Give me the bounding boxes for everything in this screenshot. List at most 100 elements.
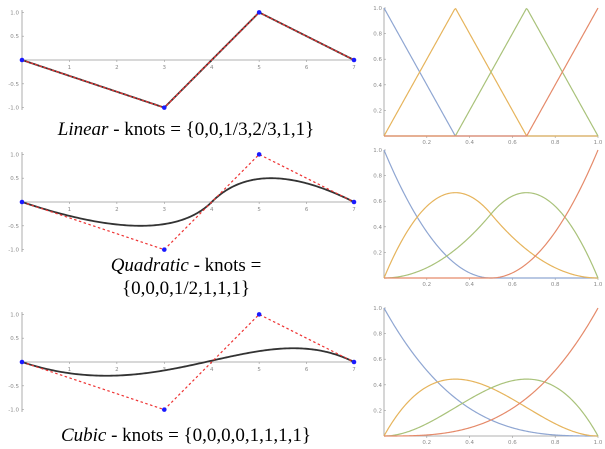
x-tick-label: 1.0 [594, 140, 603, 146]
cubic-basis-panel: 0.2 0.4 0.6 0.8 1.0 1.0 0.8 0.6 0.4 0.2 [372, 304, 603, 446]
control-point [256, 152, 262, 157]
y-tick-label: -1.0 [8, 408, 19, 414]
linear-caption: Linear - knots = {0,0,1/3,2/3,1,1} [0, 118, 372, 141]
y-tick-label: 0.6 [373, 57, 382, 63]
control-polygon [21, 313, 355, 411]
basis-function-3 [384, 149, 599, 279]
y-tick-label: 1.0 [10, 10, 19, 16]
control-point [351, 199, 357, 205]
x-tick-label: 0.2 [422, 282, 431, 288]
quadratic-caption-knots-line2: {0,0,0,1/2,1,1,1} [121, 278, 251, 299]
basis-function-2 [384, 7, 599, 137]
x-tick-label: 0.4 [465, 440, 474, 446]
x-tick-label: 5 [257, 65, 261, 71]
x-tick-label: 0.6 [508, 282, 517, 288]
quadratic-caption-knots: - knots = [188, 255, 262, 276]
x-tick-label: 1.0 [594, 282, 603, 288]
x-tick-label: 7 [352, 367, 356, 373]
x-tick-label: 4 [210, 65, 214, 71]
x-tick-label: 5 [257, 207, 261, 213]
basis-function-3 [384, 7, 599, 137]
control-polygon [21, 153, 355, 251]
cubic-caption: Cubic - knots = {0,0,0,0,1,1,1,1} [0, 424, 372, 447]
basis-function-2 [383, 378, 599, 437]
quadratic-curve-plot: 1 2 3 4 5 6 7 1.0 0.5 -0.5 -1.0 [8, 152, 357, 254]
control-point [161, 105, 167, 110]
control-point [351, 359, 357, 365]
cubic-curve-plot: 1 2 3 4 5 6 71.00.5-0.5-1.0 [8, 312, 357, 414]
linear-caption-knots: - knots = {0,0,1/3,2/3,1,1} [108, 119, 315, 140]
control-point [19, 199, 25, 205]
linear-caption-degree: Linear [57, 119, 109, 140]
basis-function-2 [383, 192, 599, 279]
linear-curve-panel: 1 2 3 4 5 6 7 1.0 0.5 -0.5 -1.0 [8, 4, 360, 116]
y-tick-label: -0.5 [8, 224, 19, 230]
y-tick-label: 1.0 [373, 148, 382, 154]
bspline-curve [21, 347, 355, 377]
y-tick-label: 0.4 [373, 83, 382, 89]
x-tick-label: 0.6 [508, 440, 517, 446]
x-tick-label: 2 [115, 207, 119, 213]
quadratic-basis-plot: 0.2 0.4 0.6 0.8 1.0 1.0 0.8 0.6 0.4 0.2 [373, 148, 603, 288]
quadratic-curve-panel: 1 2 3 4 5 6 7 1.0 0.5 -0.5 -1.0 [8, 146, 360, 258]
y-tick-label: 1.0 [373, 306, 382, 312]
y-tick-label: 0.6 [373, 357, 382, 363]
basis-function-3 [384, 307, 599, 437]
cubic-curve-panel: 1 2 3 4 5 6 7 1.0 0.5 -0.5 -1.0 [8, 306, 360, 418]
x-tick-label: 0.4 [465, 140, 474, 146]
y-tick-label: 0.2 [373, 108, 382, 114]
control-point [161, 247, 167, 252]
y-tick-label: 0.6 [373, 199, 382, 205]
basis-function-0 [383, 307, 598, 437]
cubic-caption-knots: - knots = {0,0,0,0,1,1,1,1} [106, 425, 312, 446]
x-tick-label: 3 [163, 65, 167, 71]
x-tick-label: 1 [68, 65, 72, 71]
y-tick-label: 1.0 [373, 6, 382, 12]
y-tick-label: -0.5 [8, 82, 19, 88]
x-tick-label: 6 [305, 207, 309, 213]
x-tick-label: 7 [352, 65, 356, 71]
cubic-basis-plot: 0.2 0.4 0.6 0.8 1.0 1.0 0.8 0.6 0.4 0.2 [373, 306, 603, 446]
x-tick-label: 1 [68, 367, 72, 373]
y-tick-label: 0.4 [373, 383, 382, 389]
x-tick-label: 2 [115, 65, 119, 71]
y-tick-label: 0.2 [373, 250, 382, 256]
basis-function-1 [383, 192, 599, 279]
x-tick-label: 0.2 [422, 440, 431, 446]
x-tick-label: 0.8 [551, 140, 560, 146]
y-tick-label: 0.5 [10, 336, 19, 342]
y-tick-label: 0.5 [10, 34, 19, 40]
control-polygon [21, 11, 355, 109]
x-tick-label: 0.8 [551, 282, 560, 288]
y-tick-label: 1.0 [10, 152, 19, 158]
cubic-caption-degree: Cubic [60, 425, 107, 446]
x-tick-label: 5 [257, 367, 261, 373]
y-tick-label: -1.0 [8, 248, 19, 254]
linear-basis-panel: 0.2 0.4 0.6 0.8 1.0 1.0 0.8 0.6 0.4 0.2 [372, 4, 603, 146]
control-point [19, 57, 25, 63]
x-tick-label: 4 [210, 207, 214, 213]
x-tick-label: 0.2 [422, 140, 431, 146]
x-tick-label: 6 [305, 65, 309, 71]
quadratic-caption-degree: Quadratic [110, 255, 189, 276]
linear-basis-plot: 0.2 0.4 0.6 0.8 1.0 1.0 0.8 0.6 0.4 0.2 [373, 6, 603, 146]
quadratic-basis-panel: 0.2 0.4 0.6 0.8 1.0 1.0 0.8 0.6 0.4 0.2 [372, 146, 603, 288]
x-tick-label: 3 [163, 207, 167, 213]
control-point [161, 407, 167, 412]
x-tick-label: 6 [305, 367, 309, 373]
y-tick-label: -0.5 [8, 384, 19, 390]
x-tick-label: 0.8 [551, 440, 560, 446]
x-tick-label: 1 [68, 207, 72, 213]
x-tick-label: 0.4 [465, 282, 474, 288]
y-tick-label: 1.0 [10, 312, 19, 318]
x-tick-label: 2 [115, 367, 119, 373]
x-tick-label: 7 [352, 207, 356, 213]
y-tick-label: -1.0 [8, 106, 19, 112]
control-point [19, 359, 25, 365]
y-tick-label: 0.5 [10, 176, 19, 182]
y-tick-label: 0.2 [373, 408, 382, 414]
linear-curve-plot: 1 2 3 4 5 6 7 1.0 0.5 -0.5 -1.0 [8, 10, 357, 112]
x-tick-label: 4 [210, 367, 214, 373]
x-tick-label: 1.0 [594, 440, 603, 446]
y-tick-label: 0.8 [373, 32, 382, 38]
